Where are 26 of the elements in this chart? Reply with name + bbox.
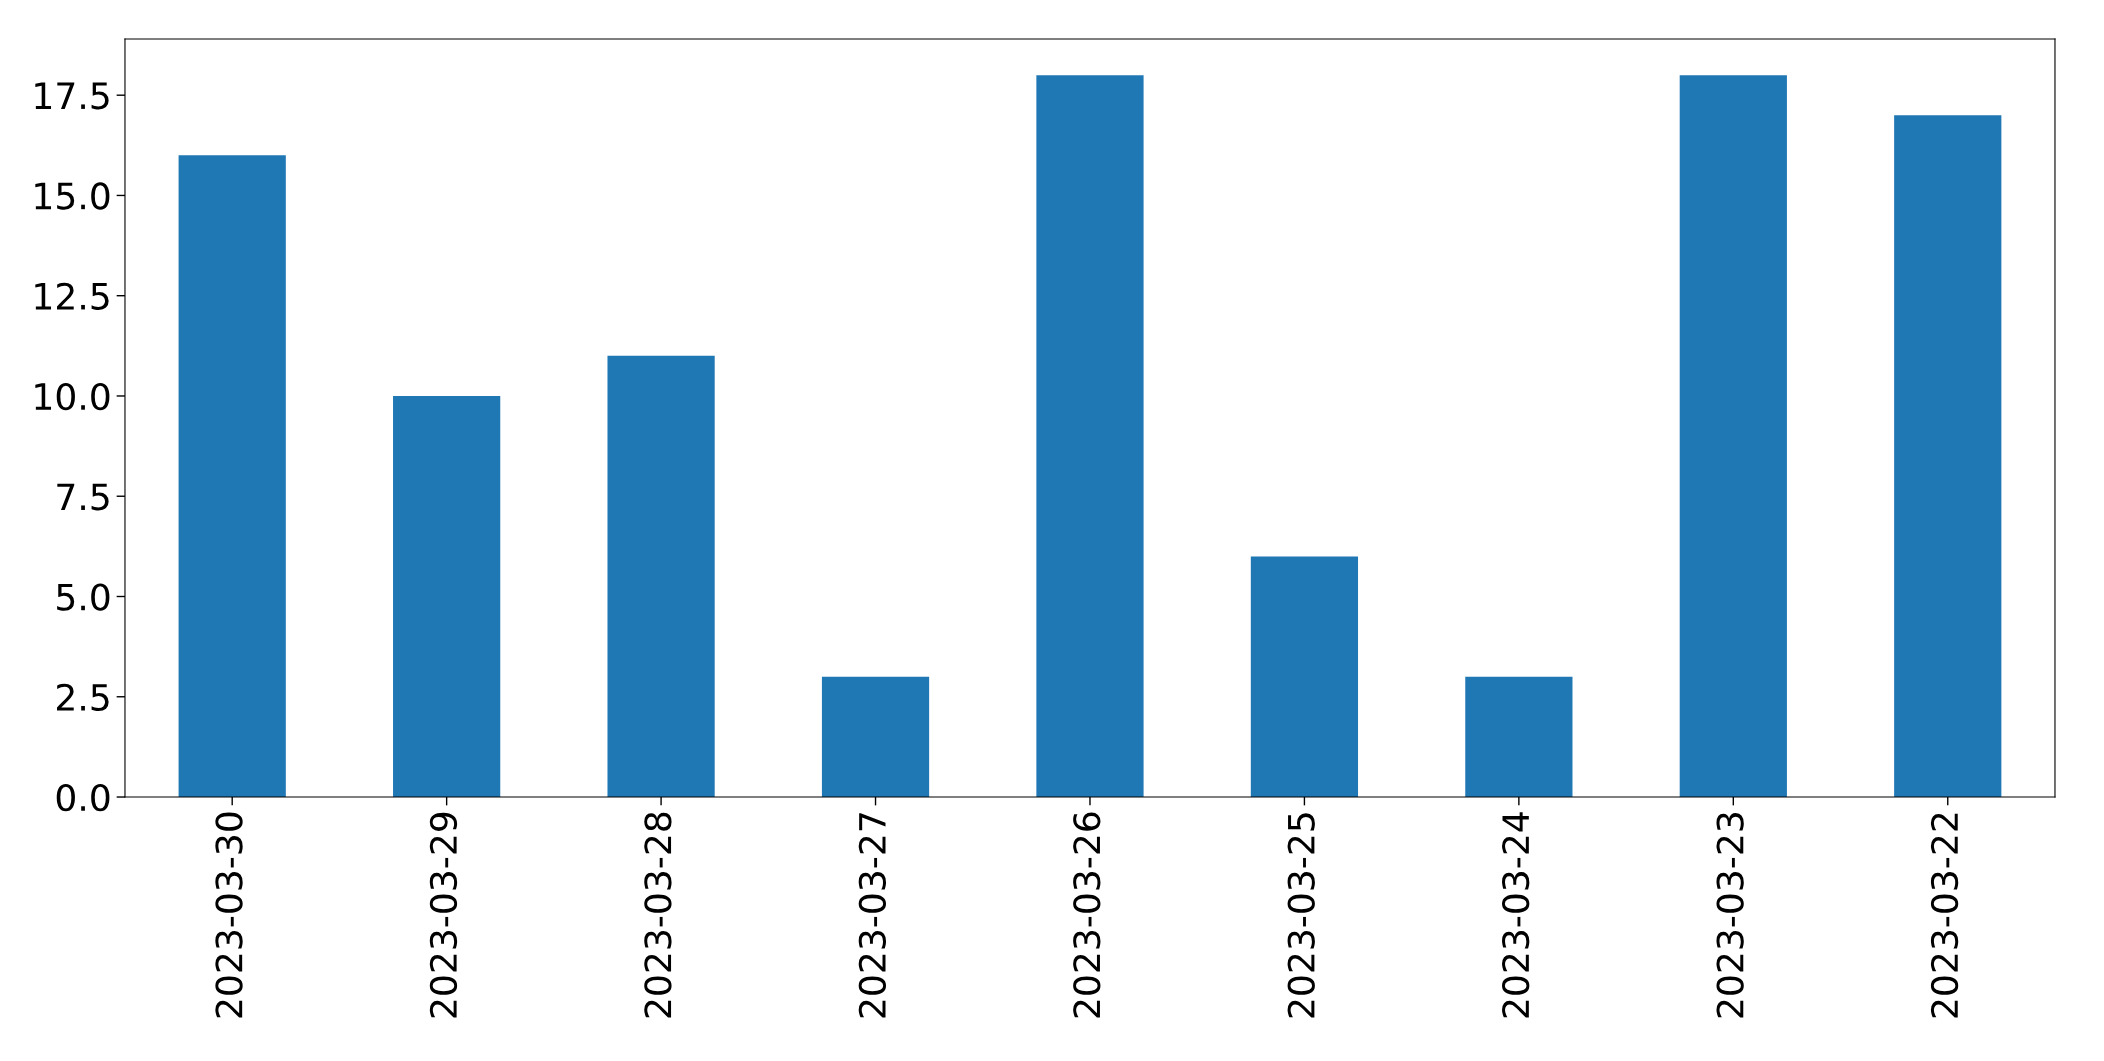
- bar: [1465, 676, 1573, 798]
- bar: [1250, 556, 1359, 798]
- x-tick-label: 2023-03-27: [858, 813, 887, 1018]
- bar: [821, 676, 930, 798]
- bar: [607, 355, 715, 798]
- y-tick-label: 2.5: [57, 683, 109, 711]
- x-tick-label: 2023-03-24: [1502, 812, 1530, 1018]
- x-tick-label: 2023-03-29: [429, 812, 458, 1018]
- x-tick-label: 2023-03-26: [1073, 812, 1101, 1018]
- y-tick-label: 7.5: [57, 483, 109, 511]
- bar: [1036, 75, 1144, 798]
- y-tick-label: 10.0: [35, 382, 110, 411]
- bar: [1894, 115, 2002, 798]
- x-tick-label: 2023-03-23: [1716, 813, 1744, 1018]
- y-tick-label: 17.5: [35, 82, 109, 110]
- y-tick-label: 15.0: [35, 182, 110, 210]
- x-tick-label: 2023-03-30: [215, 812, 243, 1018]
- bar: [178, 155, 286, 798]
- x-tick-label: 2023-03-22: [1930, 813, 1959, 1018]
- y-tick-label: 12.5: [35, 282, 109, 310]
- bar: [393, 395, 501, 798]
- y-tick-label: 5.0: [57, 583, 110, 611]
- x-tick-label: 2023-03-25: [1287, 813, 1315, 1018]
- y-tick-label: 0.0: [56, 783, 110, 812]
- bar: [1679, 75, 1787, 798]
- x-tick-label: 2023-03-28: [644, 812, 672, 1018]
